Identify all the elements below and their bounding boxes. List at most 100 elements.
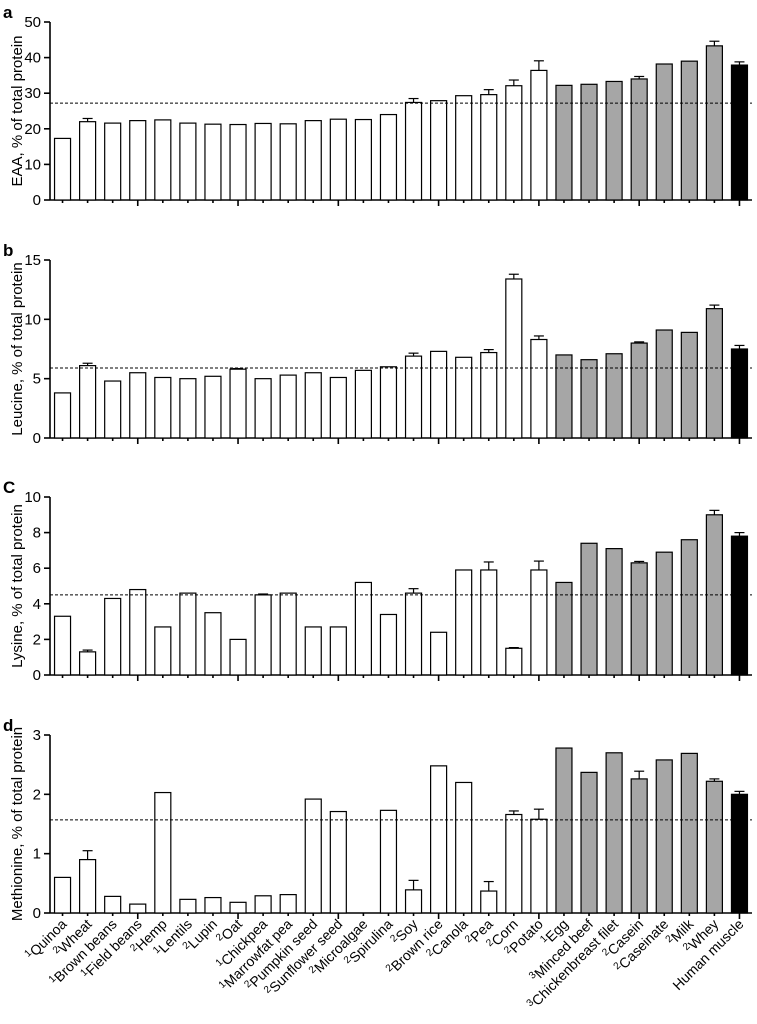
bar-brown-rice xyxy=(430,350,448,439)
bar-minced-beef xyxy=(580,83,598,201)
bar-pumpkin-seed xyxy=(304,798,322,914)
bar-pumpkin-seed xyxy=(304,372,322,439)
bar-hemp xyxy=(154,626,172,676)
bar-chickpea xyxy=(254,594,272,676)
bar-corn xyxy=(505,647,523,676)
panel-letter: C xyxy=(3,478,15,497)
panel-letter: d xyxy=(3,716,13,735)
panel-letter: a xyxy=(3,3,13,22)
bar-pumpkin-seed xyxy=(304,120,322,201)
bar-quinoa xyxy=(53,137,72,201)
bar-human-muscle xyxy=(730,64,749,201)
bar-marrowfat-pea xyxy=(279,592,297,676)
bar-sunflower-seed xyxy=(329,376,347,439)
y-axis-label: Methionine, % of total protein xyxy=(9,727,26,921)
bar-soy xyxy=(404,101,423,201)
bar-egg xyxy=(555,84,573,201)
bar-caseinate xyxy=(655,63,673,201)
bar-oat xyxy=(229,123,247,201)
bar-pea xyxy=(480,351,498,439)
bar-whey xyxy=(705,514,723,676)
y-axis-label: Leucine, % of total protein xyxy=(9,262,26,435)
y-tick-label: 0 xyxy=(33,905,41,922)
bar-casein xyxy=(630,562,648,676)
bar-field-beans xyxy=(129,120,147,201)
bar-lentils xyxy=(179,122,197,201)
panel-b: b Leucine, % of total protein 0 5 10 15 xyxy=(3,241,752,447)
y-tick-label: 2 xyxy=(33,631,41,648)
bar-corn xyxy=(505,85,523,201)
bar-quinoa xyxy=(53,615,72,676)
bar-wheat xyxy=(79,651,97,676)
bar-human-muscle xyxy=(730,348,749,439)
bar-canola xyxy=(455,95,473,201)
bar-field-beans xyxy=(129,588,147,676)
panel-letter: b xyxy=(3,241,13,260)
bar-spirulina xyxy=(379,809,398,914)
y-tick-label: 10 xyxy=(24,489,41,506)
bar-whey xyxy=(705,780,723,914)
bar-microalgae xyxy=(354,369,372,439)
y-tick-label: 0 xyxy=(33,430,41,447)
bar-lupin xyxy=(204,375,222,439)
bar-oat xyxy=(229,901,247,914)
bar-potato xyxy=(530,818,548,914)
bar-canola xyxy=(455,569,473,676)
bar-lentils xyxy=(179,378,197,439)
bar-whey xyxy=(705,45,723,201)
bar-sunflower-seed xyxy=(329,626,347,676)
bar-marrowfat-pea xyxy=(279,123,297,201)
bar-corn xyxy=(505,278,523,439)
bar-hemp xyxy=(154,791,172,914)
bar-hemp xyxy=(154,376,172,439)
y-tick-label: 4 xyxy=(33,596,41,613)
bar-potato xyxy=(530,69,548,201)
bar-spirulina xyxy=(379,613,398,676)
bar-lupin xyxy=(204,612,222,676)
panel-c: C Lysine, % of total protein 0 2 4 6 8 10 xyxy=(3,478,752,684)
y-tick-label: 20 xyxy=(24,121,41,138)
bar-milk xyxy=(680,331,698,439)
bar-egg xyxy=(555,581,573,676)
bar-egg xyxy=(555,354,573,439)
y-axis-label: Lysine, % of total protein xyxy=(9,504,26,668)
panel-a: a EAA, % of total protein 0 10 20 30 40 50 xyxy=(3,3,752,209)
bar-milk xyxy=(680,60,698,201)
bar-caseinate xyxy=(655,551,673,676)
bar-wheat xyxy=(79,858,97,914)
y-tick-label: 50 xyxy=(24,14,41,31)
y-tick-label: 0 xyxy=(33,192,41,209)
bar-brown-beans xyxy=(104,895,122,914)
bar-wheat xyxy=(79,365,97,439)
y-tick-label: 10 xyxy=(24,156,41,173)
bar-minced-beef xyxy=(580,359,598,439)
bar-brown-rice xyxy=(430,765,448,914)
bar-lupin xyxy=(204,896,222,914)
bar-pea xyxy=(480,890,498,914)
bar-canola xyxy=(455,781,473,914)
y-tick-label: 0 xyxy=(33,667,41,684)
bar-minced-beef xyxy=(580,771,598,914)
bar-field-beans xyxy=(129,903,147,914)
bar-pea xyxy=(480,94,498,201)
bar-canola xyxy=(455,356,473,439)
bar-casein xyxy=(630,342,648,439)
bar-spirulina xyxy=(379,366,398,439)
bar-potato xyxy=(530,338,548,439)
bar-chickenbreast-filet xyxy=(605,752,623,914)
bar-milk xyxy=(680,752,698,914)
bar-chickpea xyxy=(254,378,272,439)
bar-spirulina xyxy=(379,113,398,201)
bar-lupin xyxy=(204,123,222,201)
bar-chickpea xyxy=(254,122,272,201)
bar-human-muscle xyxy=(730,535,749,676)
bar-soy xyxy=(404,889,423,914)
bar-microalgae xyxy=(354,118,372,201)
bar-caseinate xyxy=(655,759,673,914)
bar-caseinate xyxy=(655,329,673,439)
bar-milk xyxy=(680,539,698,676)
bar-chickpea xyxy=(254,895,272,914)
bar-corn xyxy=(505,813,523,914)
